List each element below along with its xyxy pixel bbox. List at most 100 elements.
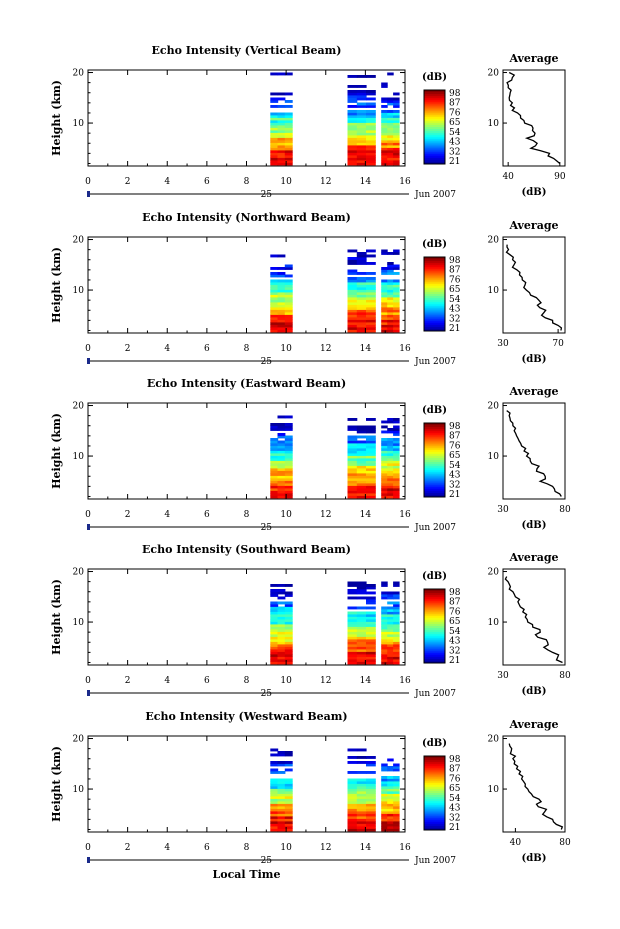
heatmap-cell <box>366 142 376 146</box>
heatmap-cell <box>366 155 376 158</box>
colorbar-swatch <box>424 324 445 328</box>
heatmap-cell <box>284 646 293 650</box>
colorbar-swatch <box>424 474 445 477</box>
heatmap-cell <box>393 654 400 657</box>
heatmap-cell <box>284 312 293 315</box>
heatmap-cell <box>366 798 376 802</box>
heatmap-cell <box>270 443 279 446</box>
x-tick-label: 6 <box>204 510 210 520</box>
heatmap-cell <box>284 631 293 635</box>
heatmap-cell <box>270 282 279 285</box>
heatmap-cell <box>347 257 358 260</box>
heatmap-cell <box>356 97 367 101</box>
heatmap-cell <box>387 609 394 612</box>
heatmap-cell <box>347 748 358 752</box>
heatmap-cell <box>284 274 293 278</box>
colorbar-unit: (dB) <box>422 571 447 582</box>
heatmap-cell <box>381 621 388 625</box>
colorbar-swatch <box>424 790 445 794</box>
colorbar-swatch <box>424 102 445 105</box>
heatmap-cell <box>381 294 388 298</box>
heatmap-cell <box>277 483 286 486</box>
heatmap-cell <box>277 92 286 96</box>
heatmap-cell <box>393 475 400 479</box>
heatmap-cell <box>270 589 279 592</box>
heatmap-cell <box>277 130 286 133</box>
heatmap-cell <box>284 423 293 426</box>
heatmap-cell <box>393 433 400 436</box>
heatmap-cell <box>381 581 388 585</box>
heatmap-cell <box>270 781 279 784</box>
colorbar-tick-label: 54 <box>449 461 461 471</box>
heatmap-cell <box>381 766 388 769</box>
heatmap-cell <box>347 97 358 101</box>
colorbar-swatch <box>424 476 445 479</box>
heatmap-cell <box>284 609 293 612</box>
heatmap-cell <box>387 155 394 158</box>
colorbar-swatch <box>424 623 445 627</box>
colorbar-swatch <box>424 801 445 804</box>
heatmap-cell <box>366 102 376 106</box>
heatmap-cell <box>393 626 400 630</box>
heatmap-cell <box>387 626 394 630</box>
heatmap-cell <box>347 135 358 138</box>
heatmap-cell <box>270 120 279 123</box>
colorbar-tick-label: 76 <box>449 441 461 451</box>
y-axis-label: Height (km) <box>50 413 63 489</box>
colorbar-swatch <box>424 807 445 810</box>
heatmap-cell <box>284 616 293 620</box>
heatmap-cell <box>284 317 293 320</box>
y-tick-label: 10 <box>73 286 85 296</box>
heatmap-cell <box>284 299 293 303</box>
heatmap-cell <box>270 624 279 627</box>
date-month-label: Jun 2007 <box>414 190 456 200</box>
heatmap-cell <box>381 115 388 118</box>
heatmap-cell <box>393 120 400 123</box>
heatmap-cell <box>381 327 388 330</box>
colorbar-swatch <box>424 431 445 434</box>
heatmap-cell <box>277 818 286 822</box>
heatmap-cell <box>284 448 293 451</box>
heatmap-cell <box>277 629 286 632</box>
heatmap-cell <box>393 796 400 799</box>
heatmap-cell <box>381 828 388 832</box>
heatmap-cell <box>387 478 394 481</box>
heatmap-cell <box>387 150 394 153</box>
colorbar-swatch <box>424 768 445 771</box>
heatmap-cell <box>356 287 367 290</box>
heatmap-cell <box>381 661 388 665</box>
heatmap-cell <box>381 646 388 650</box>
avg-x-tick-label: 70 <box>552 339 564 349</box>
heatmap-cell <box>387 319 394 323</box>
avg-unit-label: (dB) <box>522 853 547 864</box>
heatmap-cell <box>284 297 293 300</box>
colorbar-swatch <box>424 316 445 320</box>
heatmap-cell <box>277 783 286 787</box>
heatmap-cell <box>270 428 279 431</box>
heatmap-cell <box>277 786 286 789</box>
heatmap-cell <box>356 150 367 153</box>
heatmap-cell <box>284 105 293 108</box>
heatmap-cell <box>277 490 286 494</box>
colorbar-tick-label: 98 <box>449 256 461 266</box>
heatmap-cell <box>393 480 400 484</box>
heatmap-cell <box>381 483 388 486</box>
heatmap-cell <box>381 130 388 133</box>
colorbar-swatch <box>424 318 445 322</box>
heatmap-cell <box>381 292 388 295</box>
heatmap-cell <box>393 609 400 612</box>
heatmap-cell <box>347 478 358 481</box>
heatmap-cell <box>347 122 358 126</box>
heatmap-cell <box>387 160 394 163</box>
heatmap-cell <box>381 140 388 143</box>
heatmap-cell <box>356 614 367 617</box>
heatmap-cell <box>270 327 279 330</box>
heatmap-cell <box>356 468 367 471</box>
date-month-label: Jun 2007 <box>414 357 456 367</box>
x-tick-label: 14 <box>360 843 372 853</box>
heatmap-cell <box>277 796 286 799</box>
heatmap-cell <box>366 659 376 662</box>
y-tick-label: 20 <box>73 735 85 745</box>
heatmap-cell <box>387 132 394 136</box>
heatmap-cell <box>270 157 279 161</box>
